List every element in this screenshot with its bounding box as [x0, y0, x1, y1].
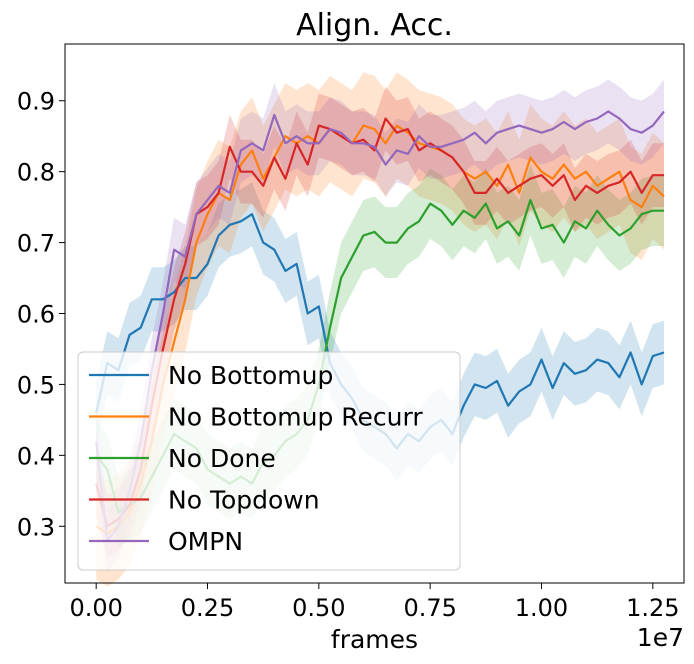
y-tick-label: 0.7	[17, 230, 55, 258]
x-tick-label: 0.75	[403, 594, 456, 622]
band-3	[96, 86, 664, 559]
legend-label: No Bottomup Recurr	[168, 403, 423, 432]
x-axis-offset-label: 1e7	[637, 623, 684, 652]
y-tick-label: 0.4	[17, 442, 55, 470]
x-axis-title: frames	[331, 625, 418, 654]
legend-label: No Topdown	[168, 486, 320, 515]
y-tick-label: 0.6	[17, 301, 55, 329]
y-tick-label: 0.3	[17, 513, 55, 541]
legend-label: OMPN	[168, 527, 243, 556]
y-tick-label: 0.9	[17, 88, 55, 116]
band-4	[96, 79, 664, 573]
chart-title: Align. Acc.	[296, 8, 453, 43]
legend: No Bottomup No Bottomup Recurr No Done No T…	[77, 351, 461, 571]
band-0	[96, 182, 664, 481]
y-tick-label: 0.8	[17, 159, 55, 187]
x-tick-label: 0.00	[69, 594, 122, 622]
y-tick-label: 0.5	[17, 371, 55, 399]
series-line-4	[95, 110, 665, 542]
x-tick-label: 0.25	[181, 594, 234, 622]
y-axis-ticks: 0.3 0.4 0.5 0.6 0.7 0.8 0.9	[17, 88, 65, 541]
x-tick-label: 1.00	[515, 594, 568, 622]
x-tick-label: 0.50	[292, 594, 345, 622]
x-axis-ticks: 0.00 0.25 0.50 0.75 1.00 1.25	[69, 583, 680, 622]
band-1	[96, 72, 664, 587]
legend-label: No Bottomup	[168, 361, 333, 390]
legend-label: No Done	[168, 444, 276, 473]
x-tick-label: 1.25	[626, 594, 679, 622]
legend-box	[77, 351, 461, 571]
